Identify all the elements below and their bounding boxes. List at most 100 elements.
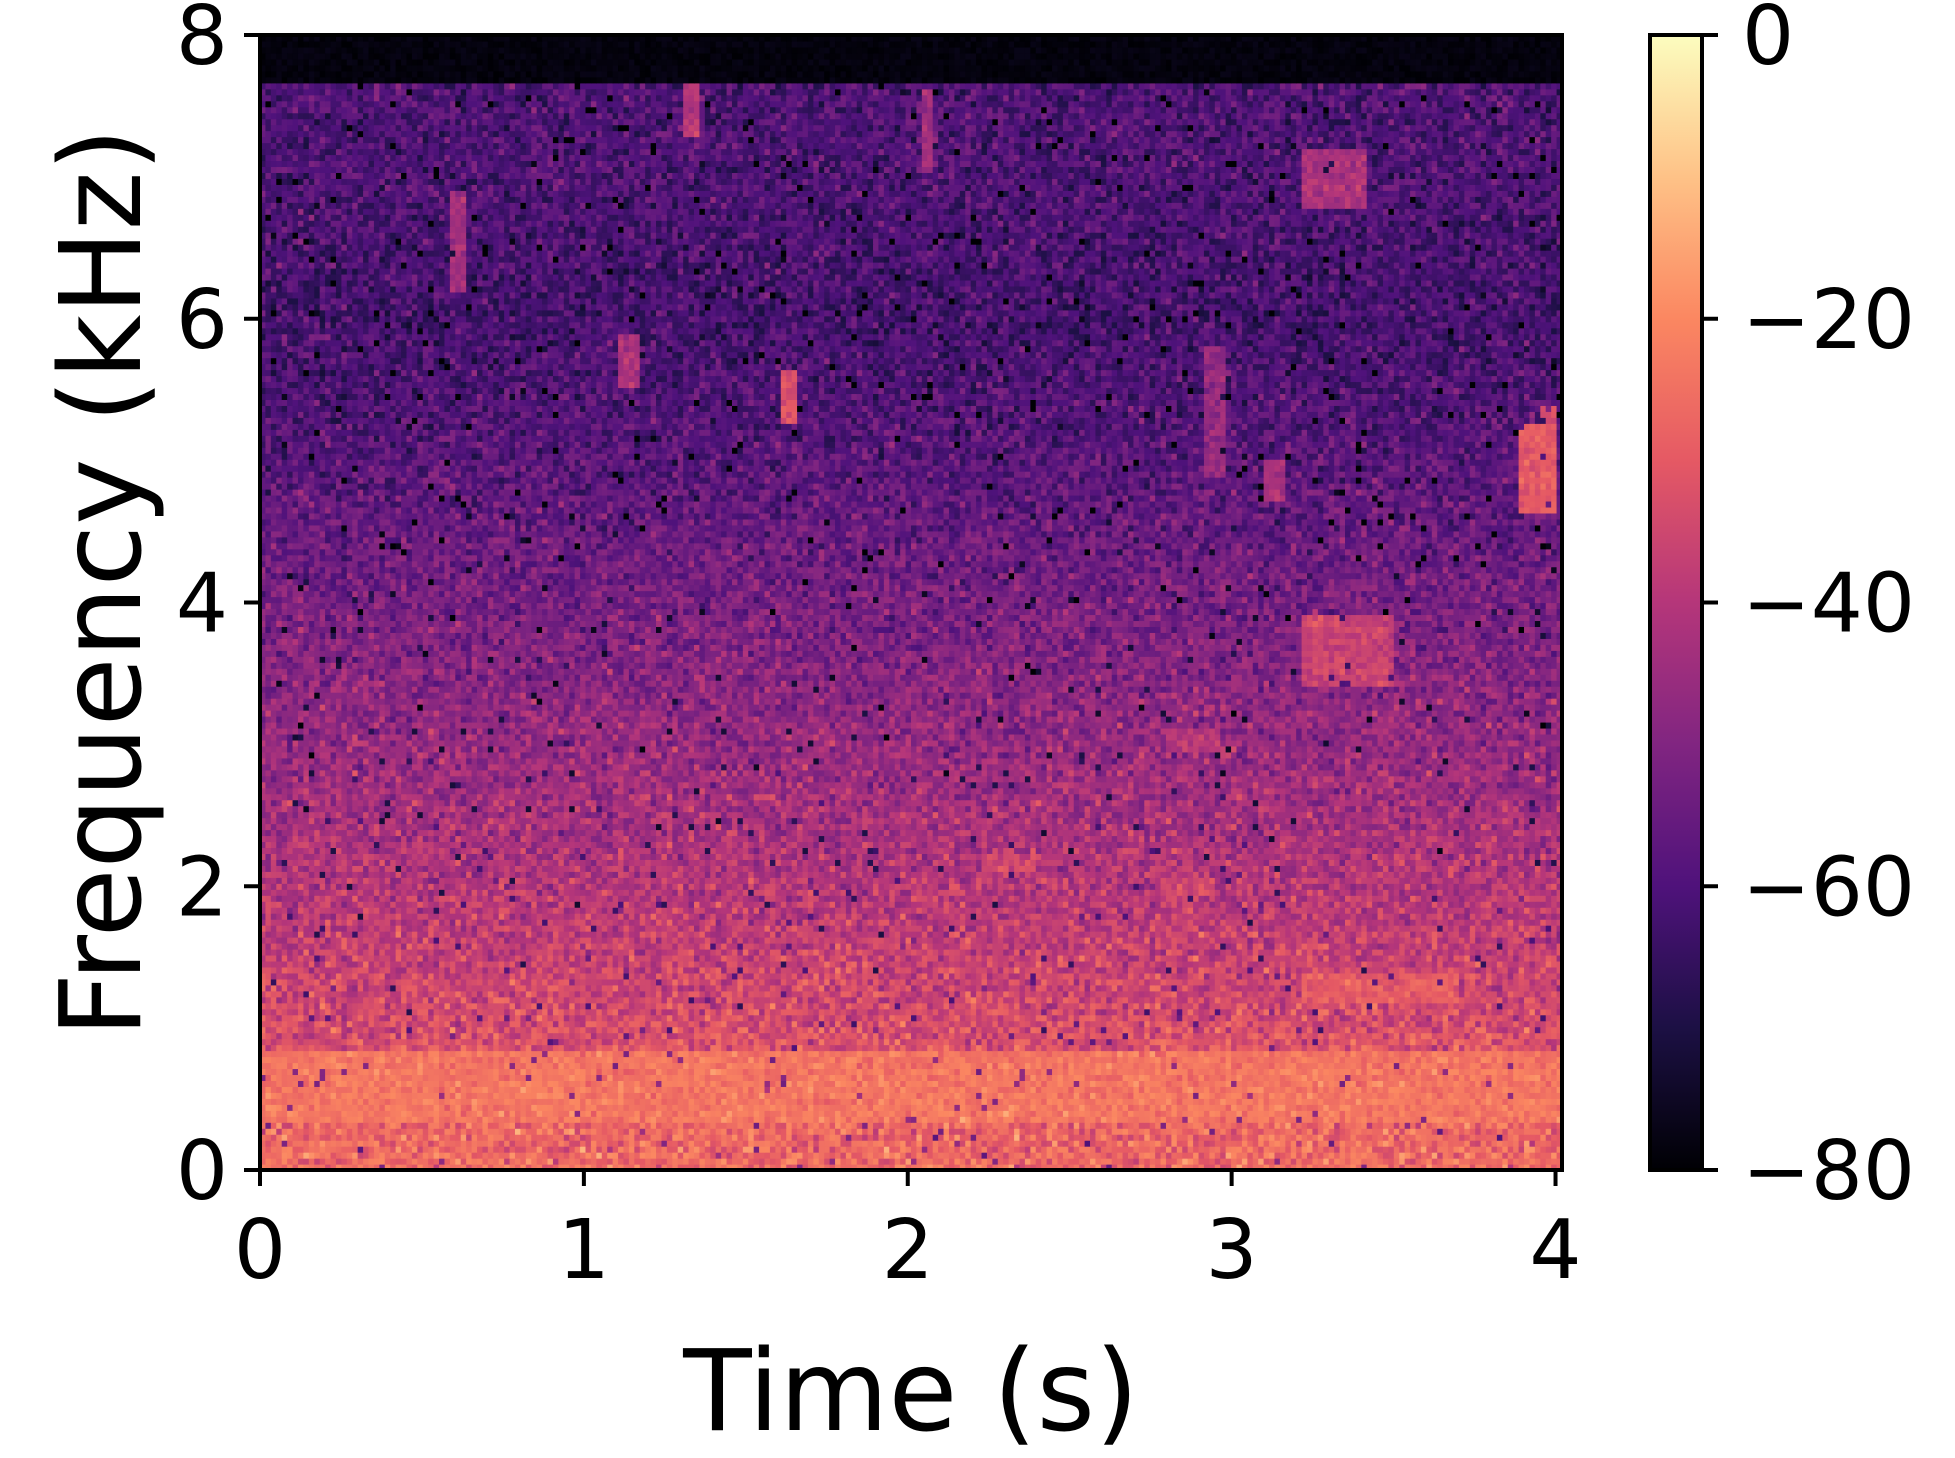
spectrogram-cell — [293, 1092, 299, 1099]
spectrogram-cell — [1079, 1134, 1085, 1141]
spectrogram-cell — [406, 1128, 412, 1135]
spectrogram-cell — [1421, 1146, 1427, 1153]
spectrogram-cell — [298, 1092, 304, 1099]
spectrogram-cell — [971, 1140, 977, 1147]
spectrogram-cell — [1361, 1152, 1367, 1159]
spectrogram-cell — [1312, 1140, 1318, 1147]
spectrogram-cell — [743, 1098, 749, 1105]
spectrogram-cell — [1020, 1110, 1026, 1117]
spectrogram-cell — [683, 1152, 689, 1159]
spectrogram-cell — [1144, 1092, 1150, 1099]
spectrogram-cell — [629, 1140, 635, 1147]
spectrogram-cell — [569, 1122, 575, 1129]
spectrogram-cell — [634, 1122, 640, 1129]
spectrogram-cell — [336, 1152, 342, 1159]
spectrogram-cell — [488, 1158, 494, 1165]
spectrogram-cell — [1188, 1158, 1194, 1165]
spectrogram-cell — [737, 1098, 743, 1105]
spectrogram-cell — [1144, 1110, 1150, 1117]
spectrogram-cell — [1307, 1158, 1313, 1165]
spectrogram-cell — [1340, 1158, 1346, 1165]
spectrogram-cell — [596, 1134, 602, 1141]
spectrogram-cell — [412, 1116, 418, 1123]
spectrogram-cell — [1410, 1122, 1416, 1129]
spectrogram-cell — [385, 1152, 391, 1159]
spectrogram-cell — [916, 1140, 922, 1147]
spectrogram-cell — [1237, 1152, 1243, 1159]
spectrogram-cell — [1237, 1128, 1243, 1135]
spectrogram-cell — [781, 1116, 787, 1123]
spectrogram-cell — [586, 1146, 592, 1153]
spectrogram-cell — [689, 1110, 695, 1117]
spectrogram-cell — [716, 1158, 722, 1165]
spectrogram-cell — [1345, 1098, 1351, 1105]
spectrogram-cell — [1437, 1122, 1443, 1129]
spectrogram-cell — [781, 1140, 787, 1147]
spectrogram-cell — [775, 1098, 781, 1105]
spectrogram-cell — [1264, 1092, 1270, 1099]
spectrogram-cell — [754, 1140, 760, 1147]
spectrogram-cell — [938, 1128, 944, 1135]
spectrogram-cell — [618, 1122, 624, 1129]
spectrogram-cell — [293, 1104, 299, 1111]
spectrogram-cell — [618, 1146, 624, 1153]
spectrogram-cell — [862, 1134, 868, 1141]
spectrogram-cell — [868, 1104, 874, 1111]
spectrogram-cell — [1155, 1134, 1161, 1141]
spectrogram-cell — [1410, 1134, 1416, 1141]
spectrogram-cell — [651, 1092, 657, 1099]
spectrogram-cell — [553, 1152, 559, 1159]
spectrogram-cell — [851, 1128, 857, 1135]
spectrogram-cell — [1307, 1134, 1313, 1141]
spectrogram-cell — [1426, 1152, 1432, 1159]
spectrogram-cell — [1340, 1104, 1346, 1111]
spectrogram-cell — [629, 1146, 635, 1153]
spectrogram-cell — [1334, 1116, 1340, 1123]
spectrogram-cell — [548, 1152, 554, 1159]
spectrogram-cell — [607, 1098, 613, 1105]
spectrogram-cell — [1041, 1110, 1047, 1117]
spectrogram-cell — [846, 1122, 852, 1129]
spectrogram-cell — [520, 1134, 526, 1141]
spectrogram-cell — [992, 1116, 998, 1123]
spectrogram-cell — [1171, 1140, 1177, 1147]
spectrogram-cell — [369, 1116, 375, 1123]
spectrogram-cell — [1128, 1128, 1134, 1135]
spectrogram-cell — [493, 1092, 499, 1099]
spectrogram-cell — [694, 1122, 700, 1129]
spectrogram-cell — [1405, 1152, 1411, 1159]
spectrogram-cell — [1274, 1146, 1280, 1153]
spectrogram-cell — [911, 1116, 917, 1123]
spectrogram-cell — [499, 1122, 505, 1129]
spectrogram-cell — [645, 1140, 651, 1147]
spectrogram-cell — [694, 1128, 700, 1135]
spectrogram-cell — [434, 1134, 440, 1141]
spectrogram-cell — [1095, 1152, 1101, 1159]
spectrogram-cell — [1139, 1140, 1145, 1147]
spectrogram-cell — [358, 1140, 364, 1147]
spectrogram-cell — [1193, 1104, 1199, 1111]
spectrogram-cell — [1269, 1152, 1275, 1159]
spectrogram-cell — [1237, 1110, 1243, 1117]
spectrogram-cell — [1106, 1110, 1112, 1117]
spectrogram-cell — [992, 1110, 998, 1117]
spectrogram-cell — [613, 1092, 619, 1099]
spectrogram-cell — [450, 1092, 456, 1099]
spectrogram-cell — [1464, 1110, 1470, 1117]
spectrogram-cell — [537, 1110, 543, 1117]
spectrogram-cell — [1036, 1158, 1042, 1165]
spectrogram-cell — [878, 1104, 884, 1111]
spectrogram-cell — [428, 1098, 434, 1105]
spectrogram-cell — [1161, 1158, 1167, 1165]
spectrogram-cell — [369, 1140, 375, 1147]
spectrogram-cell — [1437, 1152, 1443, 1159]
spectrogram-cell — [602, 1104, 608, 1111]
spectrogram-cell — [1535, 1116, 1541, 1123]
spectrogram-cell — [781, 1110, 787, 1117]
spectrogram-cell — [309, 1104, 315, 1111]
spectrogram-cell — [504, 1110, 510, 1117]
spectrogram-cell — [417, 1158, 423, 1165]
spectrogram-cell — [1253, 1110, 1259, 1117]
spectrogram-cell — [1312, 1134, 1318, 1141]
spectrogram-cell — [1524, 1104, 1530, 1111]
